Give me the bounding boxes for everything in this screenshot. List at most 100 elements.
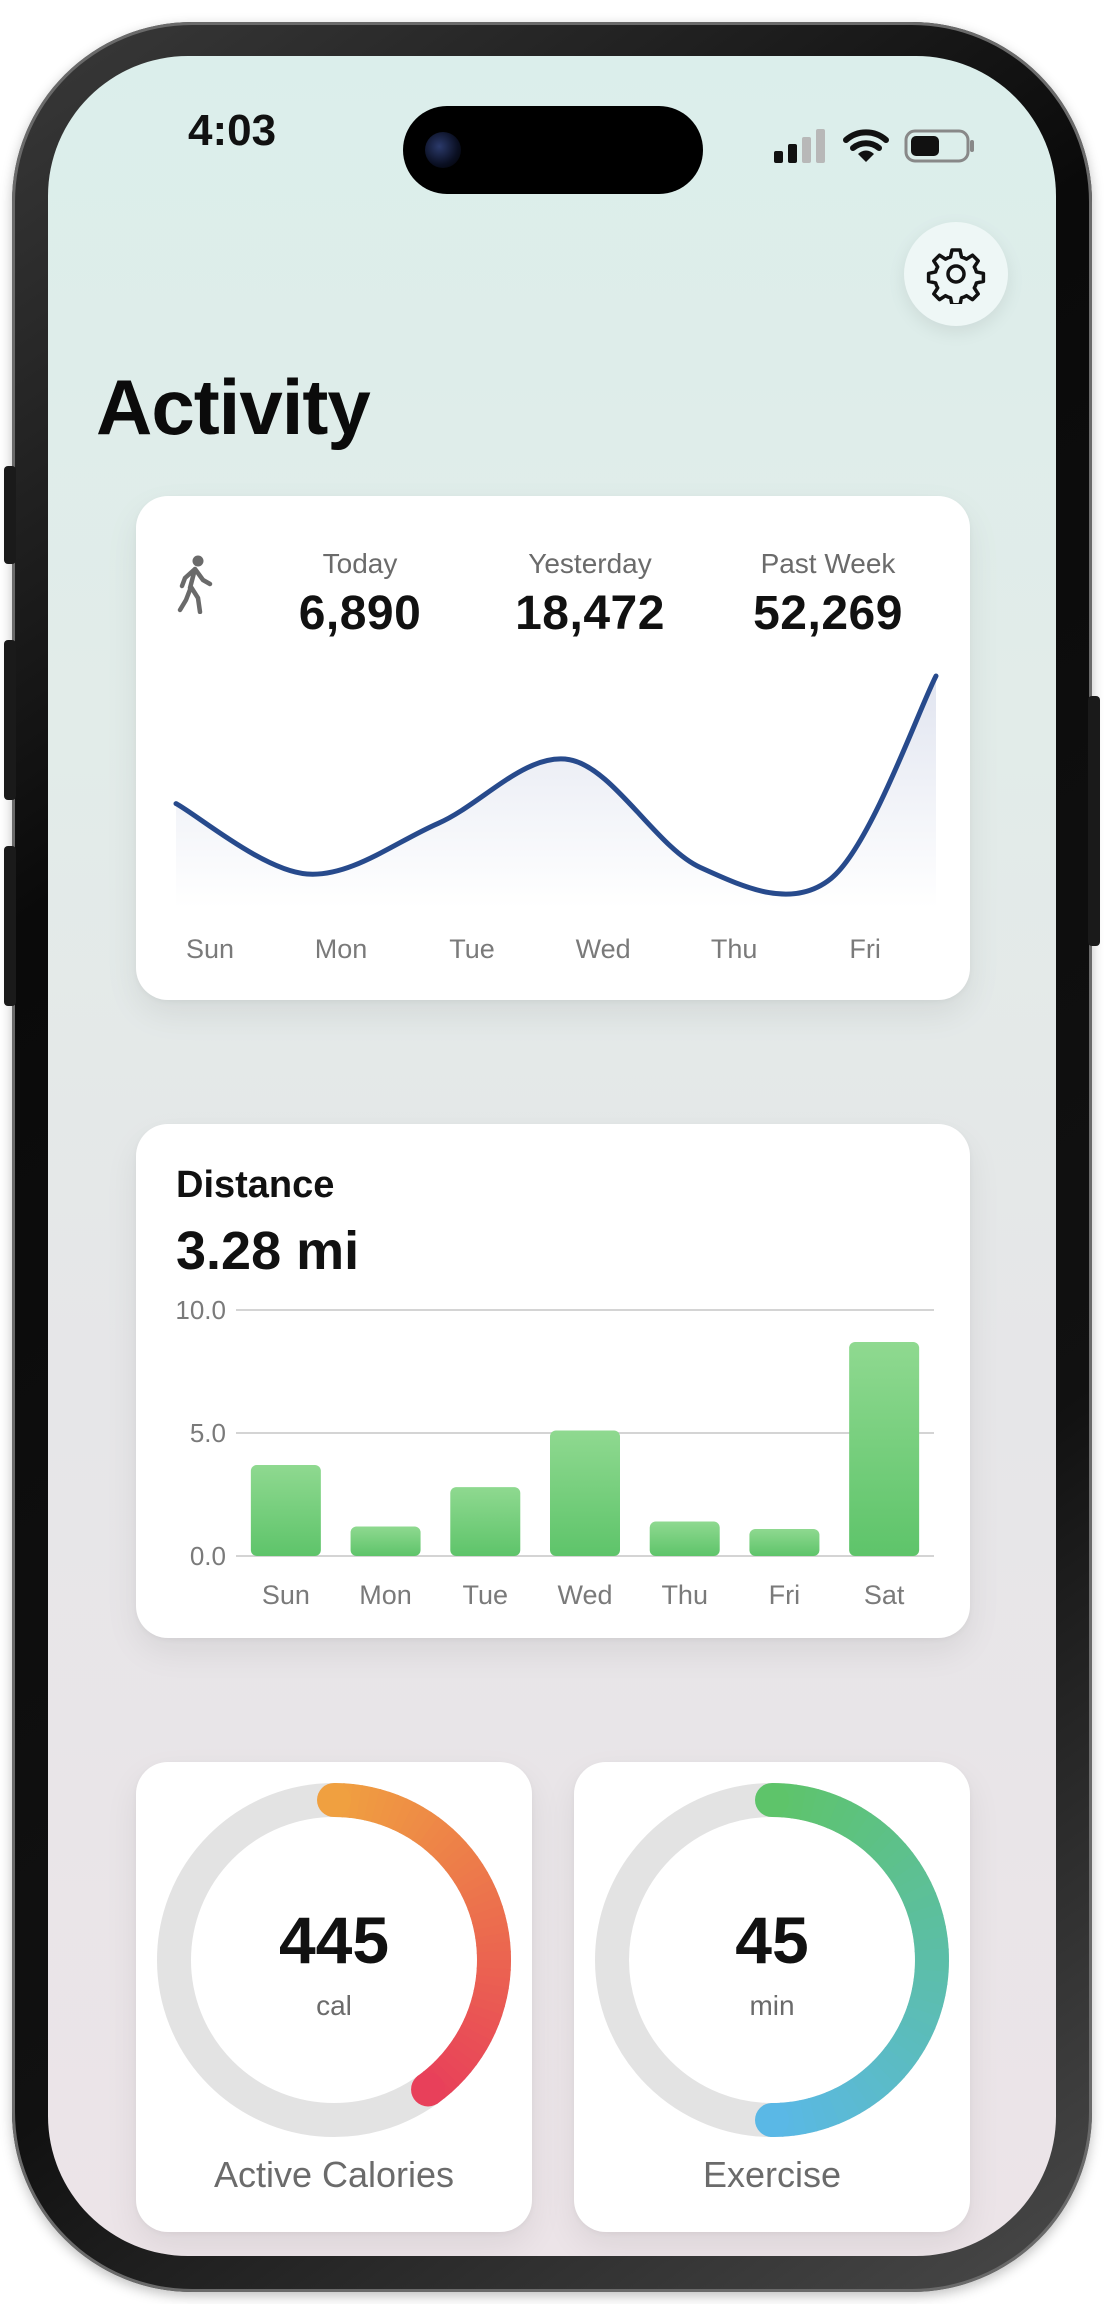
camera-icon: [425, 132, 461, 168]
exercise-ring-progress: [808, 1789, 831, 1826]
steps-x-tick-label: Wed: [576, 934, 631, 964]
steps-x-tick-label: Sun: [186, 934, 234, 964]
exercise-ring-progress: [857, 2067, 889, 2102]
stat-value: 52,269: [753, 587, 903, 640]
exercise-ring-progress: [825, 2088, 851, 2125]
distance-bar[interactable]: [849, 1341, 920, 1556]
exercise-value: 45: [735, 1903, 809, 1977]
volume-down-button: [4, 846, 16, 1006]
distance-bar[interactable]: [550, 1430, 620, 1556]
steps-card[interactable]: Today 6,890 Yesterday 18,472 Past Week 5…: [136, 496, 970, 1000]
exercise-ring-progress: [879, 1843, 914, 1875]
volume-up-button: [4, 640, 16, 800]
status-time: 4:03: [188, 106, 277, 155]
gear-icon: [926, 248, 986, 304]
exercise-ring-progress: [884, 2039, 920, 2070]
status-icons: [774, 128, 976, 164]
exercise-ring-progress: [890, 2031, 926, 2060]
steps-x-tick-label: Thu: [711, 934, 758, 964]
distance-y-tick-label: 10.0: [175, 1295, 226, 1325]
exercise-ring-progress: [835, 1801, 863, 1837]
exercise-ring-progress: [843, 1806, 872, 1842]
distance-bar[interactable]: [350, 1526, 421, 1556]
calories-ring-end-cap: [411, 2072, 446, 2107]
settings-button[interactable]: [904, 222, 1008, 326]
distance-bar-chart: 0.0 5.0 10.0 Sun Mon Tue Wed Thu Fri Sat: [175, 1295, 934, 1610]
exercise-ring-progress: [817, 1792, 842, 1829]
stat-label: Yesterday: [528, 548, 652, 579]
steps-x-tick-label: Mon: [315, 934, 368, 964]
distance-y-tick-label: 5.0: [190, 1418, 226, 1448]
exercise-ring-progress: [895, 1871, 932, 1899]
stat-value: 18,472: [515, 587, 665, 640]
exercise-ring-progress: [865, 2061, 898, 2095]
page-title: Activity: [96, 363, 371, 451]
active-calories-card[interactable]: 445 cal Active Calories: [136, 1762, 532, 2232]
calories-ring: [157, 1783, 511, 2137]
distance-title: Distance: [176, 1164, 335, 1206]
distance-bar[interactable]: [450, 1487, 521, 1556]
stat-label: Today: [322, 548, 398, 579]
stat-past-week: Past Week 52,269: [718, 548, 938, 641]
stat-label: Past Week: [760, 548, 896, 579]
distance-card[interactable]: Distance 3.28 mi 0.0 5.0 10.0 Sun Mon Tue Wed T…: [136, 1124, 970, 1638]
exercise-ring-progress: [807, 2095, 829, 2132]
exercise-ring-progress: [826, 1796, 852, 1833]
exercise-ring-end-cap: [755, 2103, 789, 2137]
calories-unit: cal: [316, 1990, 352, 2021]
calories-value: 445: [278, 1903, 390, 1977]
exercise-ring-progress: [900, 1881, 937, 1907]
steps-x-tick-label: Tue: [449, 934, 495, 964]
exercise-ring-progress: [790, 1784, 809, 1821]
distance-value: 3.28 mi: [176, 1221, 360, 1281]
exercise-ring-progress: [866, 1826, 899, 1861]
exercise-ring-progress: [895, 2023, 931, 2051]
exercise-ring-start-cap: [755, 1783, 789, 1817]
distance-x-tick-label: Wed: [557, 1580, 612, 1610]
exercise-ring-progress: [842, 2078, 871, 2115]
stat-value: 6,890: [298, 587, 422, 640]
distance-x-tick-label: Sun: [262, 1580, 310, 1610]
exercise-ring-progress: [899, 2014, 936, 2040]
distance-x-tick-label: Thu: [661, 1580, 708, 1610]
exercise-ring: [595, 1783, 949, 2137]
walking-person-icon: [177, 555, 213, 614]
exercise-card[interactable]: 45 min Exercise: [574, 1762, 970, 2232]
cellular-signal-icon: [774, 129, 825, 163]
steps-series-line: [173, 673, 939, 897]
exercise-ring-progress: [890, 1861, 927, 1890]
stat-today: Today 6,890: [250, 548, 470, 641]
distance-x-tick-label: Mon: [359, 1580, 412, 1610]
dynamic-island: [403, 106, 703, 194]
calories-ring-start-cap: [317, 1783, 351, 1817]
battery-icon: [904, 129, 974, 163]
wifi-icon: [843, 129, 889, 162]
distance-x-tick-label: Fri: [769, 1580, 800, 1610]
distance-x-tick-label: Sat: [864, 1580, 905, 1610]
exercise-ring-progress: [798, 2098, 818, 2134]
action-button: [4, 466, 16, 564]
exercise-ring-progress: [885, 1852, 921, 1882]
distance-y-tick-label: 0.0: [190, 1541, 226, 1571]
distance-bar[interactable]: [649, 1521, 720, 1556]
distance-x-tick-label: Tue: [463, 1580, 509, 1610]
exercise-ring-progress: [873, 1834, 907, 1867]
exercise-ring-progress: [850, 2073, 880, 2109]
screen: 4:03 Activity: [48, 56, 1056, 2256]
steps-area-fill: [176, 676, 936, 908]
steps-x-tick-label: Fri: [849, 934, 880, 964]
distance-bar[interactable]: [250, 1464, 321, 1556]
exercise-unit: min: [749, 1990, 795, 2021]
exercise-ring-progress: [816, 2092, 840, 2129]
calories-label: Active Calories: [213, 2154, 455, 2195]
exercise-ring-progress: [871, 2054, 906, 2087]
exercise-ring-progress: [851, 1812, 882, 1848]
exercise-label: Exercise: [702, 2154, 842, 2195]
steps-line-chart: Sun Mon Tue Wed Thu Fri: [173, 673, 939, 964]
exercise-ring-progress: [799, 1786, 820, 1823]
exercise-ring-progress: [789, 2100, 807, 2136]
exercise-ring-progress: [833, 2083, 861, 2120]
distance-bar[interactable]: [749, 1528, 820, 1556]
exercise-ring-progress: [878, 2046, 913, 2079]
exercise-ring-progress: [858, 1819, 891, 1854]
